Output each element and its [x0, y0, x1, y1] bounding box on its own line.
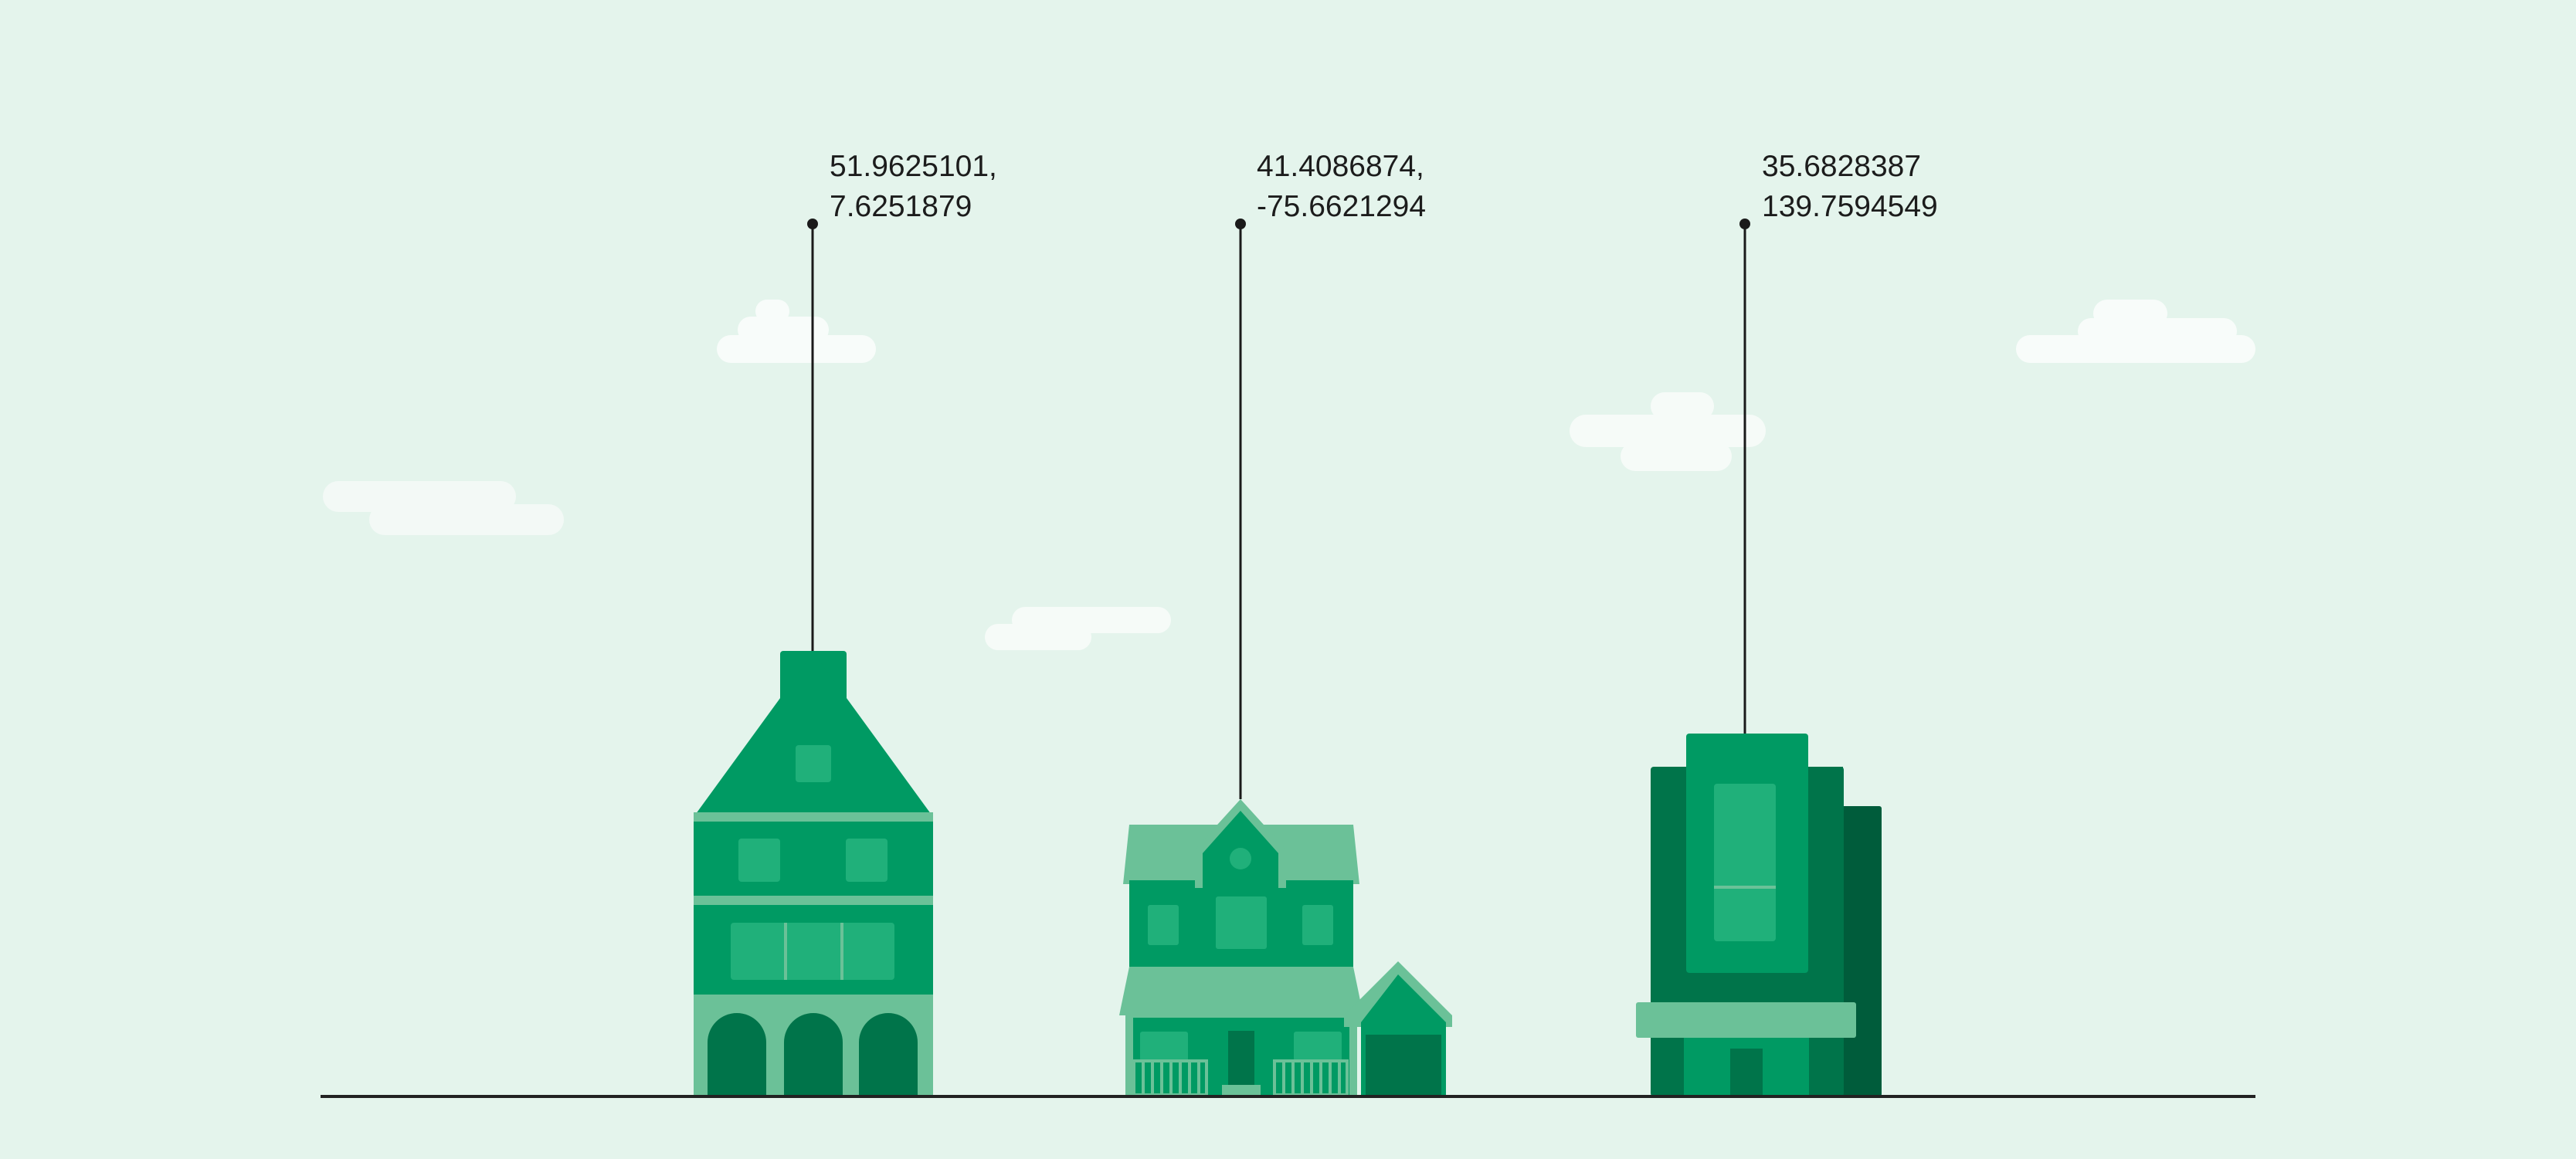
longitude-text: -75.6621294	[1257, 190, 1427, 223]
porch-roof	[1119, 967, 1363, 1015]
pin-office-building	[1739, 219, 1750, 735]
gable-roof	[694, 652, 933, 817]
window	[1302, 905, 1333, 945]
arch-door	[784, 1013, 843, 1096]
coordinate-label-suburban-house: 41.4086874, -75.6621294	[1257, 147, 1426, 227]
suburban-house	[1119, 799, 1452, 1096]
window	[1148, 905, 1179, 945]
window	[1294, 1032, 1342, 1061]
floor-band	[694, 896, 933, 905]
arch-door	[708, 1013, 766, 1096]
floor-band	[694, 812, 933, 822]
cloud-right-center	[1570, 392, 1766, 471]
office-building	[1636, 734, 1882, 1096]
cloud-small-upper	[717, 300, 876, 363]
coordinate-label-office-building: 35.6828387 139.7594549	[1762, 147, 1938, 227]
garage-door	[1366, 1035, 1441, 1096]
tower-window	[1714, 784, 1776, 941]
longitude-text: 7.6251879	[830, 190, 972, 223]
porch-railing-left	[1132, 1059, 1208, 1096]
arch-door	[859, 1013, 918, 1096]
longitude-text: 139.7594549	[1762, 190, 1938, 223]
round-window	[1230, 848, 1251, 869]
front-door	[1228, 1031, 1254, 1086]
attic-window	[796, 745, 831, 782]
latitude-text: 41.4086874,	[1257, 150, 1424, 183]
pin-tall-gabled-house	[807, 219, 818, 652]
latitude-text: 35.6828387	[1762, 150, 1922, 183]
pin-suburban-house	[1235, 219, 1246, 799]
entrance-door	[1730, 1049, 1763, 1096]
window	[1216, 896, 1267, 949]
window	[846, 839, 888, 882]
window	[738, 839, 780, 882]
wide-window	[731, 923, 894, 980]
awning	[1636, 1002, 1856, 1038]
latitude-text: 51.9625101,	[830, 150, 997, 183]
window	[1140, 1032, 1188, 1061]
coordinate-label-tall-gabled-house: 51.9625101, 7.6251879	[830, 147, 997, 227]
cloud-middle-low	[985, 607, 1171, 650]
cloud-left	[323, 481, 564, 535]
tall-gabled-house	[694, 651, 933, 1096]
cloud-far-right	[2016, 300, 2255, 363]
